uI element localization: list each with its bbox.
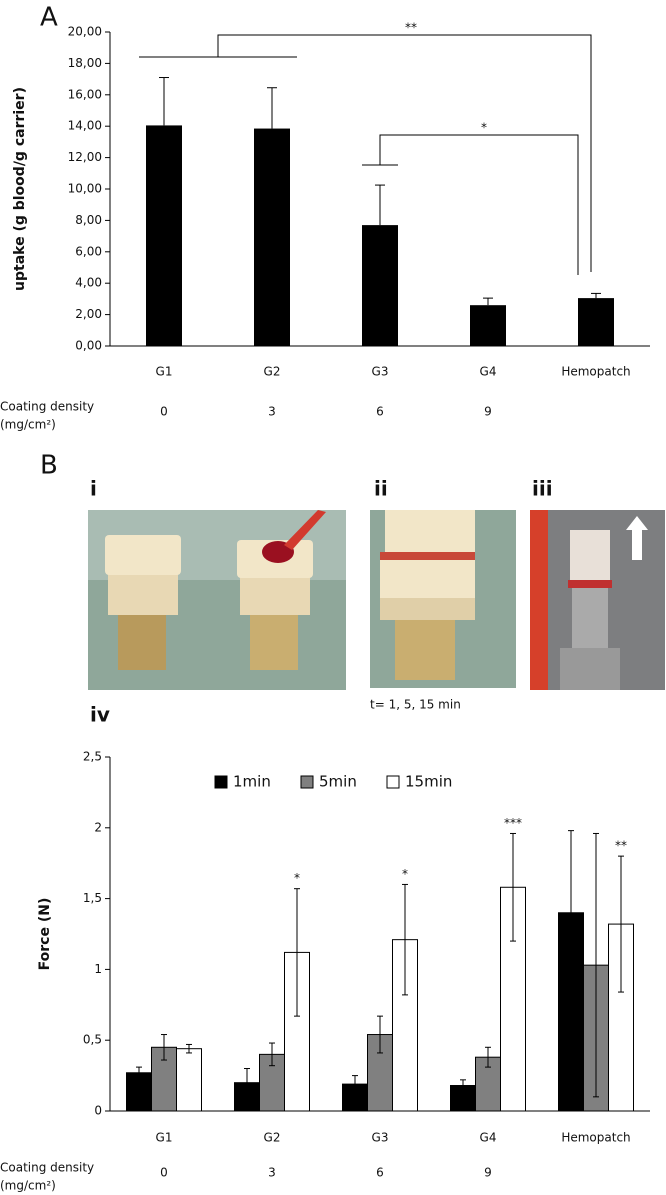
panel-label: iii <box>532 477 553 501</box>
x-tick-label: G2 <box>264 1131 281 1145</box>
photo <box>370 510 516 688</box>
bar <box>470 305 506 346</box>
x-tick-label: G1 <box>156 365 173 379</box>
bracket <box>217 34 592 272</box>
y-tick-label: 0,5 <box>83 1033 102 1047</box>
y-tick-label: 20,00 <box>68 25 102 39</box>
panel-label: B <box>40 451 58 481</box>
density-label: Coating density <box>0 1161 94 1175</box>
density-value: 3 <box>268 1166 276 1180</box>
panel-label: A <box>40 3 58 33</box>
x-tick-label: G4 <box>480 1131 497 1145</box>
density-value: 0 <box>160 1166 168 1180</box>
density-value: 9 <box>484 405 492 419</box>
y-tick-label: 16,00 <box>68 87 102 101</box>
panel-label: iv <box>90 703 110 727</box>
bar <box>578 298 614 346</box>
y-tick-label: 2 <box>94 820 102 834</box>
y-tick-label: 0,00 <box>75 339 102 353</box>
photo <box>530 510 665 690</box>
significance: * <box>294 871 300 885</box>
y-axis-label: Force (N) <box>37 898 53 971</box>
density-value: 6 <box>376 1166 384 1180</box>
legend-swatch <box>214 775 228 789</box>
significance: ** <box>615 839 627 853</box>
density-value: 3 <box>268 405 276 419</box>
y-tick-label: 12,00 <box>68 150 102 164</box>
y-tick-label: 2,5 <box>83 750 102 764</box>
legend-label: 5min <box>319 773 357 791</box>
density-value: 0 <box>160 405 168 419</box>
x-tick-label: G2 <box>264 365 281 379</box>
significance: * <box>402 867 408 881</box>
y-tick-label: 14,00 <box>68 119 102 133</box>
bar <box>176 1048 202 1112</box>
x-tick-label: G4 <box>480 365 497 379</box>
significance: * <box>481 121 487 135</box>
bar <box>254 128 290 346</box>
y-tick-label: 8,00 <box>75 213 102 227</box>
x-tick-label: G3 <box>372 365 389 379</box>
photo-caption: t= 1, 5, 15 min <box>370 698 461 712</box>
panel-label: i <box>90 477 97 501</box>
bar <box>146 125 182 346</box>
y-axis-label: uptake (g blood/g carrier) <box>12 87 28 291</box>
x-tick-label: G1 <box>156 1131 173 1145</box>
y-tick-label: 2,00 <box>75 307 102 321</box>
y-tick-label: 6,00 <box>75 244 102 258</box>
x-tick-label: G3 <box>372 1131 389 1145</box>
significance: *** <box>504 816 522 830</box>
y-tick-label: 18,00 <box>68 56 102 70</box>
legend-label: 1min <box>233 773 271 791</box>
significance: ** <box>405 21 417 35</box>
density-unit: (mg/cm²) <box>0 1179 56 1193</box>
density-label: Coating density <box>0 400 94 414</box>
legend-swatch <box>386 775 400 789</box>
density-unit: (mg/cm²) <box>0 418 56 432</box>
x-tick-label: Hemopatch <box>561 1131 630 1145</box>
legend-swatch <box>300 775 314 789</box>
y-tick-label: 10,00 <box>68 182 102 196</box>
x-tick-label: Hemopatch <box>561 365 630 379</box>
y-tick-label: 1 <box>94 962 102 976</box>
bar <box>362 225 398 346</box>
bracket <box>379 134 579 275</box>
photo <box>88 510 346 690</box>
density-value: 9 <box>484 1166 492 1180</box>
density-value: 6 <box>376 405 384 419</box>
y-tick-label: 0 <box>94 1104 102 1118</box>
legend-label: 15min <box>405 773 452 791</box>
y-tick-label: 4,00 <box>75 276 102 290</box>
y-tick-label: 1,5 <box>83 891 102 905</box>
panel-label: ii <box>374 477 388 501</box>
